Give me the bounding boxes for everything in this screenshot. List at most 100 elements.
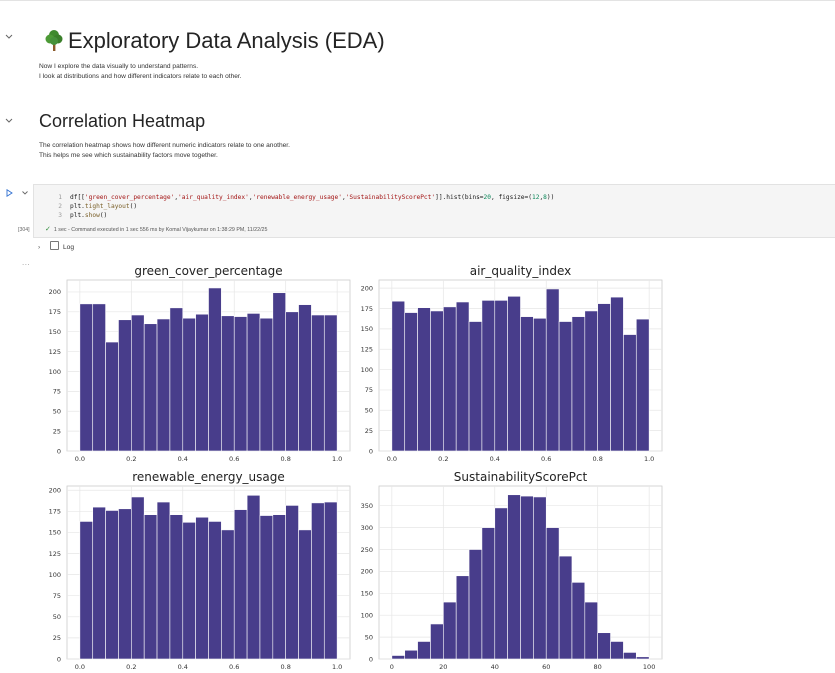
histogram-bar (430, 623, 444, 660)
histogram-bar (571, 582, 586, 660)
x-tick-label: 0.0 (75, 455, 85, 463)
y-tick-label: 200 (49, 288, 61, 296)
histogram-bar (182, 317, 196, 452)
histogram-bar (391, 300, 406, 452)
eda-heading: Exploratory Data Analysis (EDA) (44, 28, 385, 54)
histogram-bar (404, 649, 418, 660)
histogram-bar (584, 310, 598, 452)
y-tick-label: 75 (365, 386, 373, 394)
code-token: plt. (70, 203, 85, 210)
x-tick-label: 0.6 (229, 455, 239, 463)
x-tick-label: 80 (594, 663, 602, 671)
chart-title: air_quality_index (470, 264, 572, 278)
histogram-bar (507, 295, 521, 452)
code-token: , (174, 194, 179, 201)
x-tick-label: 1.0 (332, 455, 342, 463)
histogram-bar (443, 306, 457, 452)
histogram-bar (92, 506, 106, 660)
y-tick-label: 0 (57, 655, 61, 663)
code-token: () (129, 203, 138, 210)
y-tick-label: 75 (53, 388, 61, 396)
histogram-bar (195, 313, 209, 452)
chevron-right-icon: › (38, 244, 41, 251)
cell-options-chevron-icon[interactable] (21, 189, 29, 197)
histogram-bar (105, 510, 119, 660)
x-tick-label: 1.0 (644, 455, 654, 463)
histogram-bar (156, 501, 171, 660)
histogram-bar (533, 496, 547, 660)
histogram-bar (610, 296, 624, 452)
y-tick-label: 150 (49, 529, 61, 537)
code-cell[interactable]: 1 df[['green_cover_percentage','air_quali… (33, 184, 835, 238)
histogram-bar (571, 316, 586, 452)
histogram-bar (169, 514, 184, 660)
histogram-bar (391, 655, 406, 660)
y-tick-label: 200 (361, 568, 373, 576)
code-editor[interactable]: 1 df[['green_cover_percentage','air_quali… (52, 193, 554, 220)
histogram-bar (246, 313, 261, 452)
y-tick-label: 50 (53, 613, 61, 621)
code-line-1: 1 df[['green_cover_percentage','air_quali… (52, 193, 554, 202)
output-more-icon[interactable]: ... (22, 258, 31, 267)
histogram-bar (494, 300, 508, 452)
histogram-bar (272, 292, 286, 452)
histogram-bar (417, 307, 431, 452)
code-string: 'SustainabilityScorePct' (345, 194, 436, 201)
histogram-bar (558, 321, 573, 452)
histogram-bar (182, 521, 196, 660)
x-tick-label: 0.2 (126, 663, 136, 671)
code-token: , (248, 194, 253, 201)
code-function: tight_layout (84, 203, 130, 210)
histogram-bar (610, 641, 624, 660)
collapse-chevron-icon[interactable] (4, 32, 14, 42)
chart-title: green_cover_percentage (134, 264, 282, 278)
histogram-bar (520, 316, 534, 452)
x-tick-label: 0.2 (438, 455, 448, 463)
y-tick-label: 100 (361, 612, 373, 620)
histogram-bar (259, 317, 274, 452)
histogram-bar (298, 304, 312, 452)
x-tick-label: 0.0 (387, 455, 397, 463)
code-function: show (84, 212, 100, 219)
log-toggle[interactable]: › Log (38, 241, 74, 251)
histogram-bar (545, 288, 560, 452)
code-line-3: 3 plt.show() (52, 211, 554, 220)
histogram-bar (430, 310, 444, 452)
histogram-bar (233, 316, 248, 452)
histogram-bar (455, 575, 470, 660)
histogram-bar (118, 319, 132, 452)
x-tick-label: 0.4 (178, 455, 188, 463)
histogram-bar (481, 300, 496, 452)
x-tick-label: 0.4 (178, 663, 188, 671)
line-number: 3 (58, 212, 62, 219)
histogram-bar (246, 494, 261, 660)
histogram-bar (311, 502, 325, 660)
y-tick-label: 175 (49, 308, 61, 316)
x-tick-label: 0.8 (593, 455, 603, 463)
eda-description-line-1: Now I explore the data visually to under… (39, 63, 199, 70)
y-tick-label: 125 (361, 346, 373, 354)
run-cell-icon[interactable] (6, 189, 13, 197)
collapse-chevron-icon[interactable] (4, 116, 14, 126)
eda-description: Now I explore the data visually to under… (39, 62, 242, 81)
histogram-bar (323, 314, 338, 452)
code-number: 12 (531, 194, 540, 201)
histogram-bar (131, 496, 145, 660)
histogram-bar (623, 334, 637, 452)
code-token: , (341, 194, 346, 201)
execution-count: [304] (18, 227, 30, 233)
y-tick-label: 0 (57, 447, 61, 455)
histogram-bar (285, 505, 299, 660)
chart-title: SustainabilityScorePct (454, 470, 588, 484)
histogram-bar (298, 529, 312, 660)
code-token: )) (546, 194, 555, 201)
histogram-bar (285, 311, 299, 452)
top-divider (0, 0, 835, 1)
x-tick-label: 100 (643, 663, 655, 671)
correlation-description-line-2: This helps me see which sustainability f… (39, 151, 218, 159)
y-tick-label: 100 (49, 368, 61, 376)
code-token: , figsize=( (491, 194, 532, 201)
histogram-bar (118, 508, 132, 660)
y-tick-label: 0 (369, 655, 373, 663)
